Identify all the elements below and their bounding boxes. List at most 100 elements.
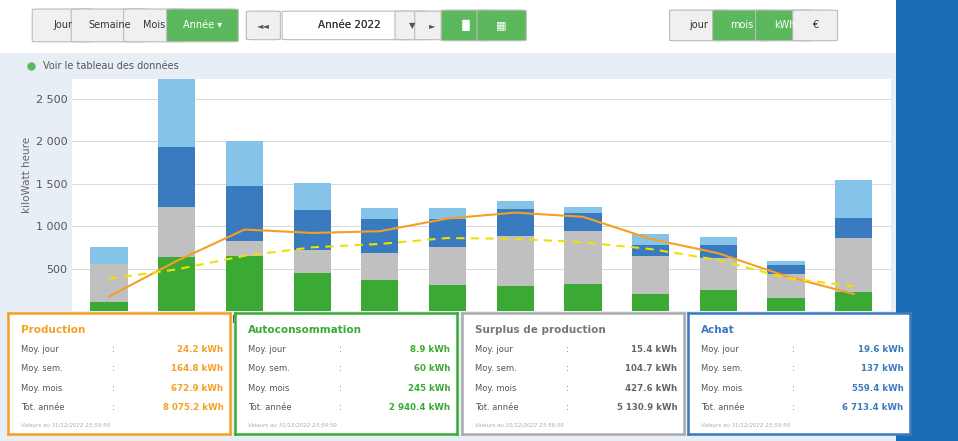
Text: :: : <box>112 403 115 412</box>
Text: 559.4 kWh: 559.4 kWh <box>852 384 903 393</box>
Text: 2 940.4 kWh: 2 940.4 kWh <box>389 403 450 412</box>
Bar <box>429 208 467 219</box>
Text: kWh: kWh <box>774 20 795 30</box>
Text: Achat: Achat <box>701 325 735 335</box>
FancyBboxPatch shape <box>441 10 490 41</box>
Text: :: : <box>112 364 115 374</box>
Bar <box>835 180 873 218</box>
Text: Tot. année: Tot. année <box>21 403 64 412</box>
Text: Voir le tableau des données: Voir le tableau des données <box>43 61 179 71</box>
Text: :: : <box>566 345 569 354</box>
Bar <box>293 210 331 250</box>
Bar <box>226 142 263 186</box>
Text: Tot. année: Tot. année <box>475 403 518 412</box>
FancyBboxPatch shape <box>124 9 185 42</box>
Text: ►: ► <box>428 21 435 30</box>
Text: Moy. sem.: Moy. sem. <box>21 364 63 374</box>
Text: Moy. jour: Moy. jour <box>475 345 513 354</box>
Text: Moy. jour: Moy. jour <box>248 345 285 354</box>
Bar <box>496 209 534 236</box>
Y-axis label: kiloWatt heure: kiloWatt heure <box>22 137 32 213</box>
Text: :: : <box>339 403 342 412</box>
Bar <box>632 294 670 311</box>
Bar <box>361 208 399 219</box>
Text: :: : <box>792 364 795 374</box>
Bar <box>699 245 737 258</box>
Bar <box>496 286 534 311</box>
Bar <box>632 234 670 245</box>
Text: :: : <box>792 403 795 412</box>
Text: 245 kWh: 245 kWh <box>408 384 450 393</box>
FancyBboxPatch shape <box>246 11 281 40</box>
Bar <box>158 207 195 257</box>
Bar <box>226 186 263 241</box>
Bar <box>158 74 195 147</box>
Bar <box>90 303 127 311</box>
Text: 137 kWh: 137 kWh <box>861 364 903 374</box>
FancyBboxPatch shape <box>756 10 813 41</box>
Text: :: : <box>566 364 569 374</box>
Text: :: : <box>792 345 795 354</box>
Text: Valeurs au 31/12/2022 23:59:59: Valeurs au 31/12/2022 23:59:59 <box>475 422 564 427</box>
Text: 15.4 kWh: 15.4 kWh <box>631 345 677 354</box>
Text: Moy. sem.: Moy. sem. <box>701 364 743 374</box>
Bar <box>564 284 602 311</box>
Text: Valeurs au 31/12/2022 23:59:59: Valeurs au 31/12/2022 23:59:59 <box>21 422 110 427</box>
Text: Année ▾: Année ▾ <box>183 20 222 30</box>
Text: Autoconsommation: Autoconsommation <box>248 325 362 335</box>
Bar <box>361 280 399 311</box>
FancyBboxPatch shape <box>415 11 448 40</box>
Text: :: : <box>339 364 342 374</box>
Bar <box>226 256 263 311</box>
Bar <box>429 247 467 284</box>
Text: 8.9 kWh: 8.9 kWh <box>410 345 450 354</box>
Bar <box>835 292 873 311</box>
Text: 19.6 kWh: 19.6 kWh <box>857 345 903 354</box>
Bar <box>564 213 602 231</box>
Text: :: : <box>339 384 342 393</box>
FancyBboxPatch shape <box>477 10 526 41</box>
Bar <box>293 273 331 311</box>
Text: Valeurs au 31/12/2022 23:59:59: Valeurs au 31/12/2022 23:59:59 <box>248 422 337 427</box>
Text: Moy. jour: Moy. jour <box>701 345 739 354</box>
FancyBboxPatch shape <box>283 11 417 40</box>
FancyBboxPatch shape <box>792 10 837 41</box>
Text: :: : <box>112 345 115 354</box>
Text: Tot. année: Tot. année <box>248 403 291 412</box>
FancyBboxPatch shape <box>71 9 148 42</box>
Text: Mois: Mois <box>143 20 165 30</box>
Bar <box>699 237 737 245</box>
Bar <box>632 245 670 256</box>
Text: Semaine: Semaine <box>88 20 130 30</box>
Text: :: : <box>566 403 569 412</box>
Text: ▐▌: ▐▌ <box>457 20 474 31</box>
Text: mois: mois <box>730 20 753 30</box>
Bar <box>90 247 127 264</box>
Text: Jour: Jour <box>54 20 72 30</box>
Bar <box>699 258 737 290</box>
Text: 104.7 kWh: 104.7 kWh <box>626 364 677 374</box>
Bar <box>767 273 805 298</box>
Text: €: € <box>812 20 818 30</box>
Text: Année 2022: Année 2022 <box>318 20 380 30</box>
Text: ▦: ▦ <box>496 20 507 30</box>
Bar <box>226 241 263 256</box>
Bar <box>293 183 331 210</box>
Text: ▼: ▼ <box>409 21 415 30</box>
Bar <box>767 298 805 311</box>
Text: 24.2 kWh: 24.2 kWh <box>177 345 223 354</box>
Bar <box>564 231 602 284</box>
Text: Moy. sem.: Moy. sem. <box>248 364 290 374</box>
Text: Production: Production <box>21 325 85 335</box>
Bar <box>158 257 195 311</box>
Bar <box>496 236 534 286</box>
FancyBboxPatch shape <box>33 9 93 42</box>
Bar <box>767 261 805 265</box>
Text: 8 075.2 kWh: 8 075.2 kWh <box>163 403 223 412</box>
Text: Moy. mois: Moy. mois <box>21 384 62 393</box>
Text: Moy. mois: Moy. mois <box>248 384 289 393</box>
Text: ◄◄: ◄◄ <box>257 21 270 30</box>
Text: :: : <box>792 384 795 393</box>
Bar <box>835 218 873 238</box>
Bar <box>158 147 195 207</box>
